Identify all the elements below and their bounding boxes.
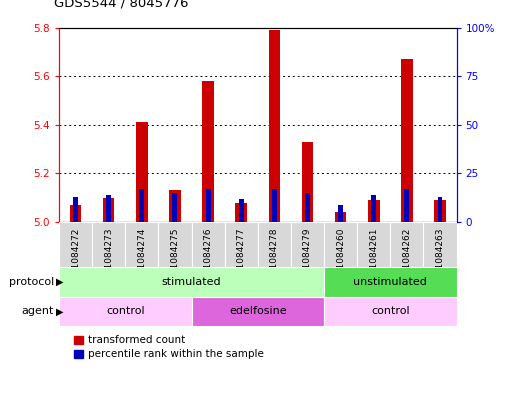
Bar (73, 197, 78, 222)
Bar (239, 199, 244, 222)
Text: GSM1084260: GSM1084260 (336, 228, 345, 288)
Bar (335, 212, 346, 222)
Bar (202, 81, 214, 222)
Bar (59, 267, 324, 297)
Text: GSM1084276: GSM1084276 (204, 228, 212, 288)
Bar (357, 222, 390, 267)
Text: agent: agent (22, 307, 54, 316)
Bar (258, 222, 291, 267)
Bar (368, 200, 380, 222)
Bar (70, 205, 82, 222)
Bar (59, 297, 191, 326)
Bar (423, 222, 457, 267)
Bar (268, 30, 280, 222)
Bar (235, 203, 247, 222)
Bar (324, 297, 457, 326)
Bar (92, 222, 125, 267)
Text: GSM1084275: GSM1084275 (170, 228, 180, 288)
Bar (390, 222, 423, 267)
Text: GSM1084273: GSM1084273 (104, 228, 113, 288)
Text: GSM1084262: GSM1084262 (402, 228, 411, 288)
Bar (106, 195, 111, 222)
Text: GSM1084277: GSM1084277 (236, 228, 246, 288)
Text: GSM1084278: GSM1084278 (270, 228, 279, 288)
Bar (438, 197, 443, 222)
Bar (191, 222, 225, 267)
Text: GDS5544 / 8045776: GDS5544 / 8045776 (54, 0, 188, 10)
Text: GSM1084272: GSM1084272 (71, 228, 80, 288)
Text: control: control (106, 307, 145, 316)
Bar (305, 193, 310, 222)
Bar (324, 222, 357, 267)
Text: edelfosine: edelfosine (229, 307, 287, 316)
Bar (272, 189, 277, 222)
Bar (404, 189, 409, 222)
Bar (125, 222, 159, 267)
Bar (338, 204, 343, 222)
Bar (136, 122, 148, 222)
Text: GSM1084261: GSM1084261 (369, 228, 378, 288)
Text: ▶: ▶ (56, 307, 64, 316)
Text: protocol: protocol (9, 277, 54, 287)
Bar (103, 198, 114, 222)
Text: GSM1084279: GSM1084279 (303, 228, 312, 288)
Legend: transformed count, percentile rank within the sample: transformed count, percentile rank withi… (74, 335, 264, 360)
Text: ▶: ▶ (56, 277, 64, 287)
Bar (191, 297, 324, 326)
Bar (302, 142, 313, 222)
Text: GSM1084263: GSM1084263 (436, 228, 444, 288)
Bar (225, 222, 258, 267)
Bar (434, 200, 446, 222)
Bar (401, 59, 412, 222)
Bar (371, 195, 376, 222)
Bar (291, 222, 324, 267)
Bar (172, 193, 177, 222)
Bar (140, 189, 144, 222)
Text: stimulated: stimulated (162, 277, 221, 287)
Text: control: control (371, 307, 409, 316)
Text: unstimulated: unstimulated (353, 277, 427, 287)
Bar (59, 222, 92, 267)
Bar (206, 189, 210, 222)
Bar (324, 267, 457, 297)
Text: GSM1084274: GSM1084274 (137, 228, 146, 288)
Bar (159, 222, 191, 267)
Bar (169, 191, 181, 222)
